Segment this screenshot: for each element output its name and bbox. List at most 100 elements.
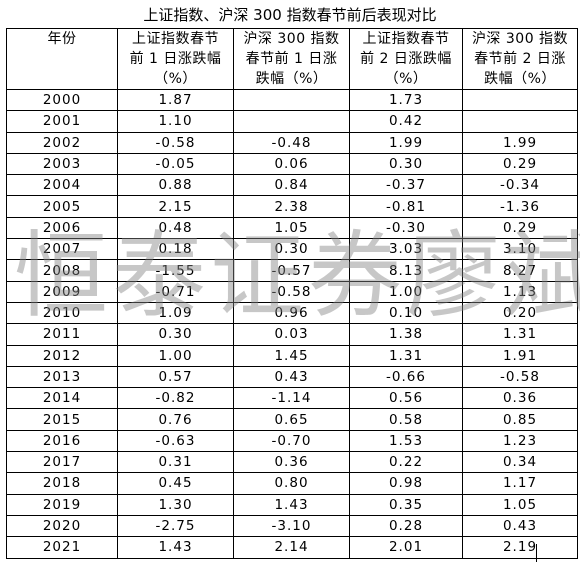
year-cell: 2007 [6, 238, 118, 261]
value-cell: 2.14 [233, 536, 350, 559]
value-cell: 0.48 [117, 216, 234, 240]
value-cell: 2.15 [117, 195, 234, 218]
table-row: 2006 0.48 1.05 -0.30 0.29 [6, 216, 578, 240]
value-cell [233, 88, 350, 112]
column-header-line: （%） [154, 71, 197, 87]
column-header-line: 前 2 日涨跌幅 [360, 51, 452, 67]
year-cell: 2010 [6, 301, 118, 325]
value-cell: 0.42 [349, 110, 463, 133]
value-cell: -0.34 [462, 174, 578, 197]
table-row: 2007 0.18 0.30 3.03 3.10 [6, 238, 578, 261]
column-header-line: 跌幅（%） [484, 71, 556, 87]
text-cursor [536, 544, 537, 562]
table-body: 2000 1.87 1.73 2001 1.10 0.42 2002 -0.58 -0.48 1.… [6, 88, 578, 559]
value-cell: -0.70 [233, 429, 350, 453]
value-cell: 0.29 [462, 216, 578, 240]
year-cell: 2021 [6, 536, 118, 559]
table-row: 2002 -0.58 -0.48 1.99 1.99 [6, 131, 578, 154]
value-cell: 0.58 [349, 408, 463, 431]
table-row: 2010 1.09 0.96 0.10 0.20 [6, 301, 578, 325]
table-row: 2015 0.76 0.65 0.58 0.85 [6, 408, 578, 431]
value-cell: 0.30 [349, 152, 463, 176]
value-cell: 0.10 [349, 301, 463, 325]
column-header-line: 春节前 1 日涨 [245, 51, 338, 67]
value-cell: 1.45 [233, 344, 350, 367]
value-cell: 0.57 [117, 365, 234, 389]
value-cell: 0.56 [349, 387, 463, 410]
column-header: 沪深 300 指数 春节前 2 日涨 跌幅（%） [462, 28, 578, 90]
column-header: 年份 [6, 28, 118, 90]
value-cell: 0.28 [349, 514, 463, 538]
value-cell: 1.73 [349, 88, 463, 112]
value-cell: 0.34 [462, 451, 578, 474]
table-row: 2017 0.31 0.36 0.22 0.34 [6, 451, 578, 474]
value-cell: -0.82 [117, 387, 234, 410]
value-cell: 1.00 [117, 344, 234, 367]
value-cell [462, 88, 578, 112]
header-row: 年份 上证指数春节前 1 日涨跌幅 （%） 沪深 300 指数 春节前 1 日涨 跌幅（%… [6, 28, 578, 90]
value-cell: 0.18 [117, 238, 234, 261]
value-cell: 1.87 [117, 88, 234, 112]
value-cell: 1.99 [349, 131, 463, 154]
value-cell: 1.10 [117, 110, 234, 133]
value-cell: 1.91 [462, 344, 578, 367]
value-cell: -0.58 [117, 131, 234, 154]
value-cell: 0.29 [462, 152, 578, 176]
value-cell: -0.58 [462, 365, 578, 389]
column-header-line: 沪深 300 指数 [471, 31, 569, 47]
value-cell: 0.30 [233, 238, 350, 261]
value-cell: 2.01 [349, 536, 463, 559]
value-cell: 0.76 [117, 408, 234, 431]
table-row: 2009 -0.71 -0.58 1.00 1.13 [6, 280, 578, 303]
year-cell: 2015 [6, 408, 118, 431]
column-header-line: 沪深 300 指数 [243, 31, 340, 47]
value-cell: -0.37 [349, 174, 463, 197]
year-cell: 2019 [6, 493, 118, 516]
year-cell: 2014 [6, 387, 118, 410]
column-header-line: 上证指数春节 [132, 31, 219, 47]
column-header-line: 前 1 日涨跌幅 [129, 51, 222, 67]
value-cell: 1.17 [462, 472, 578, 495]
column-header-line: （%） [384, 71, 428, 87]
value-cell: 0.35 [349, 493, 463, 516]
value-cell: 2.19 [462, 536, 578, 559]
value-cell: 0.80 [233, 472, 350, 495]
value-cell: 1.05 [233, 216, 350, 240]
value-cell: 0.20 [462, 301, 578, 325]
column-header: 上证指数春节前 2 日涨跌幅 （%） [349, 28, 463, 90]
value-cell: -0.30 [349, 216, 463, 240]
value-cell [462, 110, 578, 133]
table-row: 2020 -2.75 -3.10 0.28 0.43 [6, 514, 578, 538]
value-cell [233, 110, 350, 133]
year-cell: 2017 [6, 451, 118, 474]
value-cell: 0.43 [233, 365, 350, 389]
value-cell: 0.06 [233, 152, 350, 176]
table-row: 2012 1.00 1.45 1.31 1.91 [6, 344, 578, 367]
value-cell: -2.75 [117, 514, 234, 538]
table-row: 2016 -0.63 -0.70 1.53 1.23 [6, 429, 578, 453]
value-cell: 0.65 [233, 408, 350, 431]
comparison-table: 年份 上证指数春节前 1 日涨跌幅 （%） 沪深 300 指数 春节前 1 日涨 跌幅（%… [6, 28, 578, 559]
column-header-line: 春节前 2 日涨 [474, 51, 566, 67]
value-cell: 0.03 [233, 323, 350, 346]
value-cell: 0.30 [117, 323, 234, 346]
year-cell: 2016 [6, 429, 118, 453]
value-cell: -0.48 [233, 131, 350, 154]
table-row: 2003 -0.05 0.06 0.30 0.29 [6, 152, 578, 176]
year-cell: 2008 [6, 259, 118, 282]
table-title: 上证指数、沪深 300 指数春节前后表现对比 [143, 6, 437, 24]
value-cell: 0.36 [462, 387, 578, 410]
table-row: 2021 1.43 2.14 2.01 2.19 [6, 536, 578, 559]
value-cell: 0.36 [233, 451, 350, 474]
value-cell: 1.53 [349, 429, 463, 453]
year-cell: 2003 [6, 152, 118, 176]
value-cell: -0.63 [117, 429, 234, 453]
value-cell: 8.27 [462, 259, 578, 282]
table-row: 2011 0.30 0.03 1.38 1.31 [6, 323, 578, 346]
value-cell: -0.66 [349, 365, 463, 389]
value-cell: 0.96 [233, 301, 350, 325]
value-cell: 8.13 [349, 259, 463, 282]
value-cell: -0.05 [117, 152, 234, 176]
table-row: 2001 1.10 0.42 [6, 110, 578, 133]
value-cell: -0.81 [349, 195, 463, 218]
